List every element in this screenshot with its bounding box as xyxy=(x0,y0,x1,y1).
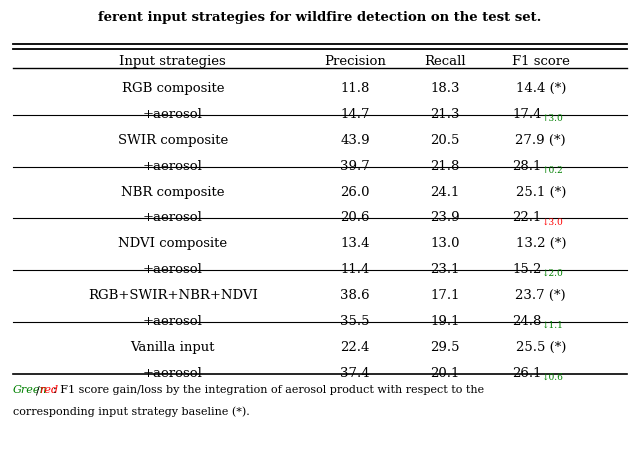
Text: 20.6: 20.6 xyxy=(340,212,370,224)
Text: F1 score: F1 score xyxy=(512,55,570,69)
Text: ferent input strategies for wildfire detection on the test set.: ferent input strategies for wildfire det… xyxy=(99,11,541,25)
Text: 20.5: 20.5 xyxy=(430,134,460,147)
Text: 26.1: 26.1 xyxy=(512,367,541,380)
Text: 24.1: 24.1 xyxy=(430,186,460,198)
Text: NDVI composite: NDVI composite xyxy=(118,237,227,250)
Text: 11.4: 11.4 xyxy=(340,263,370,276)
Text: 13.4: 13.4 xyxy=(340,237,370,250)
Text: corresponding input strategy baseline (*).: corresponding input strategy baseline (*… xyxy=(13,407,250,417)
Text: 25.5 (*): 25.5 (*) xyxy=(516,341,566,354)
Text: 22.1: 22.1 xyxy=(512,212,541,224)
Text: 13.2 (*): 13.2 (*) xyxy=(516,237,566,250)
Text: 20.1: 20.1 xyxy=(430,367,460,380)
Text: 26.0: 26.0 xyxy=(340,186,370,198)
Text: 18.3: 18.3 xyxy=(430,82,460,95)
Text: 13.0: 13.0 xyxy=(430,237,460,250)
Text: Vanilla input: Vanilla input xyxy=(131,341,215,354)
Text: RGB+SWIR+NBR+NDVI: RGB+SWIR+NBR+NDVI xyxy=(88,289,258,302)
Text: red: red xyxy=(40,385,59,395)
Text: +aerosol: +aerosol xyxy=(143,367,203,380)
Text: ↑3.0: ↑3.0 xyxy=(541,114,563,123)
Text: NBR composite: NBR composite xyxy=(121,186,225,198)
Text: ↑0.2: ↑0.2 xyxy=(541,166,563,175)
Text: 21.3: 21.3 xyxy=(430,108,460,121)
Text: 28.1: 28.1 xyxy=(512,160,541,173)
Text: 43.9: 43.9 xyxy=(340,134,370,147)
Text: ↓0.6: ↓0.6 xyxy=(541,373,563,382)
Text: 11.8: 11.8 xyxy=(340,82,370,95)
Text: ↓2.0: ↓2.0 xyxy=(541,269,563,278)
Text: Input strategies: Input strategies xyxy=(120,55,226,69)
Text: 39.7: 39.7 xyxy=(340,160,370,173)
Text: Precision: Precision xyxy=(324,55,386,69)
Text: 21.8: 21.8 xyxy=(430,160,460,173)
Text: +aerosol: +aerosol xyxy=(143,160,203,173)
Text: 22.4: 22.4 xyxy=(340,341,370,354)
Text: 35.5: 35.5 xyxy=(340,315,370,328)
Text: 17.1: 17.1 xyxy=(430,289,460,302)
Text: 23.7 (*): 23.7 (*) xyxy=(515,289,566,302)
Text: 23.1: 23.1 xyxy=(430,263,460,276)
Text: +aerosol: +aerosol xyxy=(143,212,203,224)
Text: /: / xyxy=(36,385,40,395)
Text: 17.4: 17.4 xyxy=(512,108,541,121)
Text: 15.2: 15.2 xyxy=(512,263,541,276)
Text: 23.9: 23.9 xyxy=(430,212,460,224)
Text: ↓1.1: ↓1.1 xyxy=(541,321,563,330)
Text: +aerosol: +aerosol xyxy=(143,108,203,121)
Text: +aerosol: +aerosol xyxy=(143,263,203,276)
Text: 29.5: 29.5 xyxy=(430,341,460,354)
Text: 37.4: 37.4 xyxy=(340,367,370,380)
Text: ↓3.0: ↓3.0 xyxy=(541,217,563,227)
Text: 27.9 (*): 27.9 (*) xyxy=(515,134,566,147)
Text: 19.1: 19.1 xyxy=(430,315,460,328)
Text: 25.1 (*): 25.1 (*) xyxy=(516,186,566,198)
Text: 14.4 (*): 14.4 (*) xyxy=(516,82,566,95)
Text: Green: Green xyxy=(13,385,47,395)
Text: SWIR composite: SWIR composite xyxy=(118,134,228,147)
Text: RGB composite: RGB composite xyxy=(122,82,224,95)
Text: 24.8: 24.8 xyxy=(512,315,541,328)
Text: 38.6: 38.6 xyxy=(340,289,370,302)
Text: Recall: Recall xyxy=(424,55,466,69)
Text: : F1 score gain/loss by the integration of aerosol product with respect to the: : F1 score gain/loss by the integration … xyxy=(53,385,484,395)
Text: 14.7: 14.7 xyxy=(340,108,370,121)
Text: +aerosol: +aerosol xyxy=(143,315,203,328)
